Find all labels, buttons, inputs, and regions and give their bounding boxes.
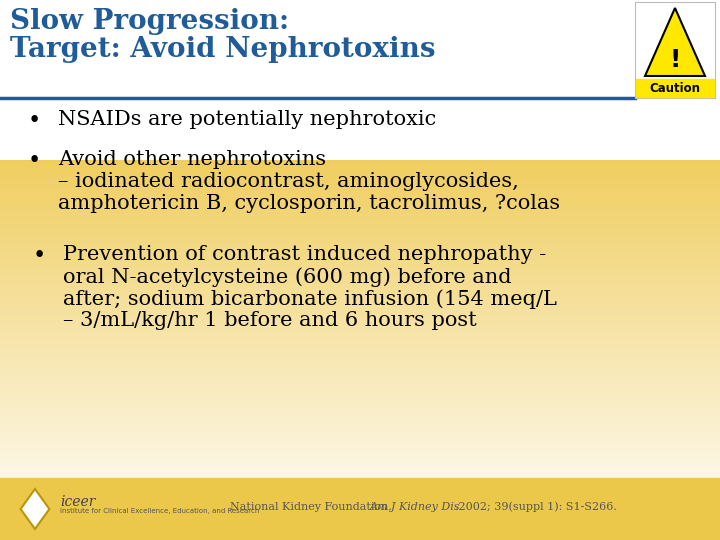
Text: amphotericin B, cyclosporin, tacrolimus, ?colas: amphotericin B, cyclosporin, tacrolimus,… <box>58 194 560 213</box>
Text: •: • <box>33 245 46 267</box>
Text: National Kidney Foundation.: National Kidney Foundation. <box>230 502 395 511</box>
Text: •: • <box>28 110 41 132</box>
Text: oral N-acetylcysteine (600 mg) before and: oral N-acetylcysteine (600 mg) before an… <box>63 267 511 287</box>
Text: •: • <box>28 150 41 172</box>
Text: NSAIDs are potentially nephrotoxic: NSAIDs are potentially nephrotoxic <box>58 110 436 129</box>
Text: iceer: iceer <box>60 495 95 509</box>
Polygon shape <box>21 489 50 529</box>
Bar <box>0 478 720 540</box>
Bar <box>635 2 715 98</box>
Text: Avoid other nephrotoxins: Avoid other nephrotoxins <box>58 150 326 169</box>
Text: Am J Kidney Dis: Am J Kidney Dis <box>370 502 461 511</box>
Text: Slow Progression:: Slow Progression: <box>10 8 289 35</box>
Polygon shape <box>645 8 705 76</box>
Text: – 3/mL/kg/hr 1 before and 6 hours post: – 3/mL/kg/hr 1 before and 6 hours post <box>63 311 477 330</box>
Text: – iodinated radiocontrast, aminoglycosides,: – iodinated radiocontrast, aminoglycosid… <box>58 172 518 191</box>
Text: Institute for Clinical Excellence, Education, and Research: Institute for Clinical Excellence, Educa… <box>60 508 259 515</box>
Bar <box>636 79 714 97</box>
Text: Caution: Caution <box>649 82 701 94</box>
Bar <box>0 0 720 100</box>
Text: .2002; 39(suppl 1): S1-S266.: .2002; 39(suppl 1): S1-S266. <box>455 502 617 512</box>
Text: Target: Avoid Nephrotoxins: Target: Avoid Nephrotoxins <box>10 36 436 63</box>
Text: after; sodium bicarbonate infusion (154 meq/L: after; sodium bicarbonate infusion (154 … <box>63 289 557 309</box>
Text: Prevention of contrast induced nephropathy -: Prevention of contrast induced nephropat… <box>63 245 546 264</box>
Bar <box>0 0 720 160</box>
Text: !: ! <box>670 48 680 72</box>
